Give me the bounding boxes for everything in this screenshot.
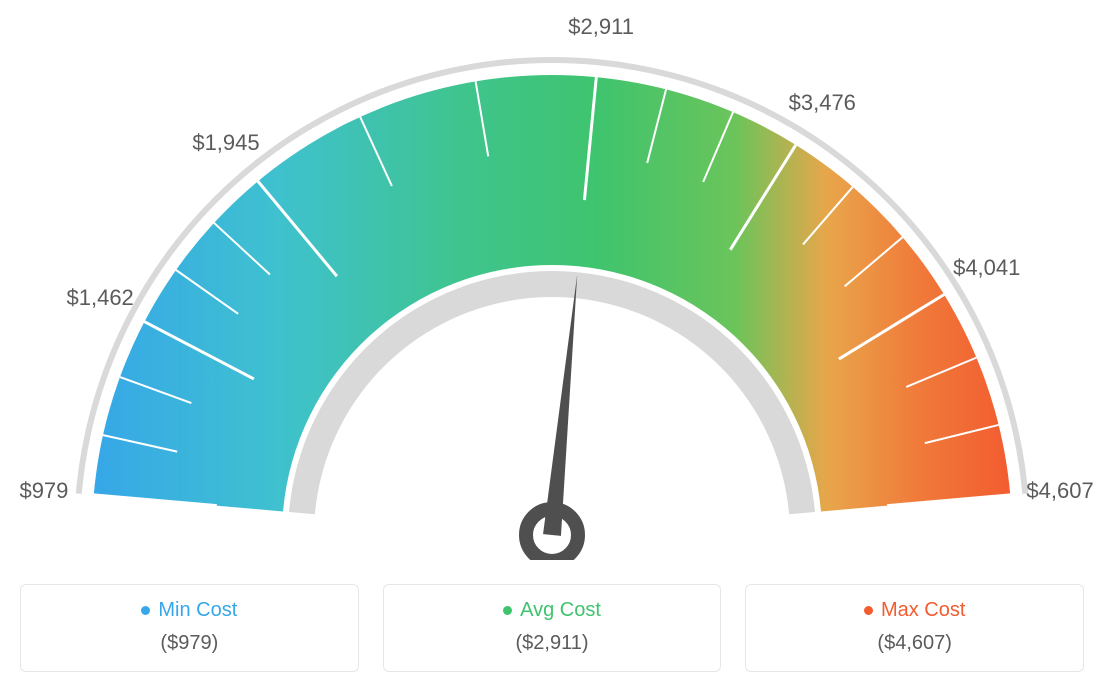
legend-max-label-row: Max Cost xyxy=(864,599,965,622)
legend-min-label: Min Cost xyxy=(158,599,237,622)
legend-max-label: Max Cost xyxy=(881,599,965,622)
legend-max: Max Cost ($4,607) xyxy=(745,584,1084,672)
legend-avg-label: Avg Cost xyxy=(520,599,601,622)
gauge-tick-label: $979 xyxy=(19,478,68,504)
gauge-tick-label: $3,476 xyxy=(789,90,856,116)
legend-min-label-row: Min Cost xyxy=(141,599,237,622)
legend-min: Min Cost ($979) xyxy=(20,584,359,672)
gauge-tick-label: $2,911 xyxy=(568,14,634,40)
legend-max-value: ($4,607) xyxy=(756,632,1073,655)
gauge-chart: $979 $1,462 $1,945 $2,911 $3,476 $4,041 $4,607 xyxy=(0,0,1104,560)
gauge-tick-label: $4,041 xyxy=(953,255,1020,281)
legend-min-value: ($979) xyxy=(31,632,348,655)
legend-max-dot xyxy=(864,606,873,615)
gauge-tick-label: $1,462 xyxy=(67,285,134,311)
gauge-svg xyxy=(0,0,1104,560)
gauge-tick-label: $1,945 xyxy=(192,130,259,156)
legend-avg-dot xyxy=(503,606,512,615)
gauge-tick-label: $4,607 xyxy=(1026,478,1093,504)
legend-avg: Avg Cost ($2,911) xyxy=(383,584,722,672)
legend-row: Min Cost ($979) Avg Cost ($2,911) Max Co… xyxy=(20,584,1084,672)
legend-avg-label-row: Avg Cost xyxy=(503,599,601,622)
legend-avg-value: ($2,911) xyxy=(394,632,711,655)
legend-min-dot xyxy=(141,606,150,615)
